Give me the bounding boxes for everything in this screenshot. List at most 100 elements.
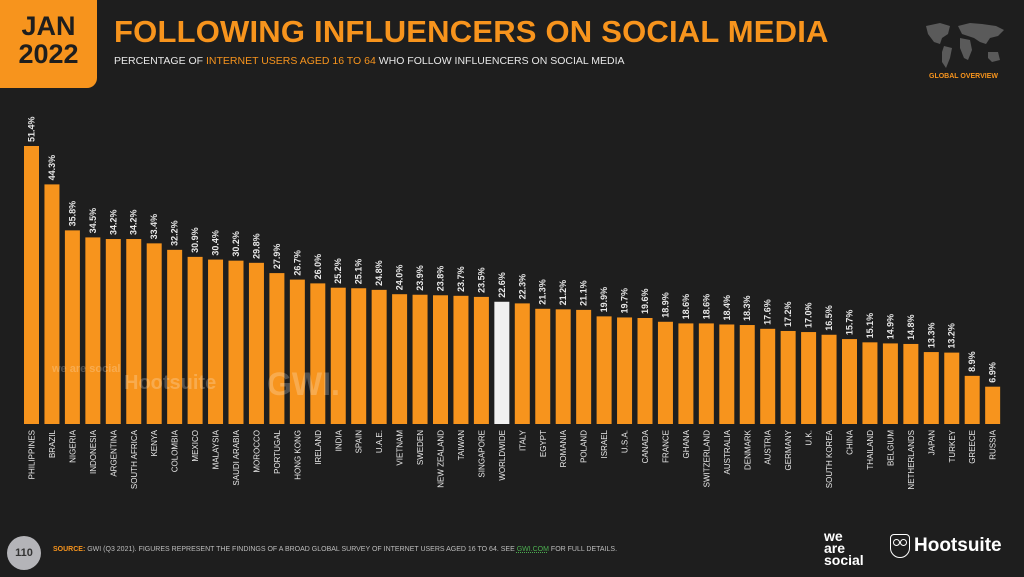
category-label: POLAND	[580, 430, 589, 463]
value-label: 30.4%	[211, 230, 221, 256]
page-title: FOLLOWING INFLUENCERS ON SOCIAL MEDIA	[114, 14, 829, 49]
bar-colombia	[167, 249, 183, 424]
value-label: 13.2%	[947, 323, 957, 349]
subtitle-post: WHO FOLLOW INFLUENCERS ON SOCIAL MEDIA	[375, 55, 625, 67]
category-label: COLOMBIA	[171, 429, 180, 472]
category-label: SWITZERLAND	[702, 430, 711, 488]
category-label: INDONESIA	[89, 429, 98, 474]
bar-australia	[719, 324, 735, 424]
watermark-hootsuite: Hootsuite	[124, 372, 217, 394]
category-label: JAPAN	[927, 430, 936, 455]
value-label: 25.1%	[354, 259, 364, 285]
value-label: 13.3%	[926, 323, 936, 349]
value-label: 21.1%	[579, 280, 589, 306]
bar-philippines	[24, 146, 39, 424]
value-label: 17.6%	[763, 299, 773, 325]
bar-switzerland	[698, 323, 714, 424]
hootsuite-logo: Hootsuite	[890, 534, 1002, 558]
subtitle-pre: PERCENTAGE OF	[114, 55, 206, 67]
category-label: MOROCCO	[252, 430, 261, 473]
value-label: 33.4%	[149, 214, 159, 240]
category-label: RUSSIA	[989, 429, 998, 459]
category-label: SOUTH AFRICA	[130, 429, 139, 489]
bar-u-k-	[801, 332, 817, 424]
bar-russia	[985, 386, 1001, 424]
category-label: DENMARK	[743, 429, 752, 470]
world-map-icon	[926, 23, 1004, 68]
value-label: 23.5%	[476, 267, 486, 293]
value-label: 44.3%	[47, 155, 57, 181]
bar-canada	[637, 317, 653, 424]
category-label: ROMANIA	[559, 429, 568, 467]
category-label: ISRAEL	[600, 429, 609, 458]
category-label: CHINA	[846, 429, 855, 455]
category-label: ARGENTINA	[109, 429, 118, 476]
bar-singapore	[473, 296, 489, 424]
bar-germany	[780, 330, 796, 424]
bar-poland	[576, 309, 592, 424]
category-label: SOUTH KOREA	[825, 429, 834, 488]
category-label: INDIA	[334, 429, 343, 451]
bar-south-korea	[821, 334, 837, 424]
category-label: THAILAND	[866, 430, 875, 470]
bar-greece	[964, 375, 980, 424]
bar-new-zealand	[433, 295, 448, 424]
category-label: NETHERLANDS	[907, 430, 916, 490]
bar-vietnam	[392, 294, 408, 424]
bar-india	[330, 287, 346, 424]
category-label: IRELAND	[314, 430, 323, 465]
category-label: NIGERIA	[68, 429, 77, 463]
bar-nigeria	[64, 230, 80, 424]
category-label: PHILIPPINES	[28, 430, 37, 479]
logo-are: are	[824, 540, 846, 556]
value-label: 19.9%	[599, 287, 609, 313]
value-label: 22.3%	[517, 274, 527, 300]
category-label: NEW ZEALAND	[437, 430, 446, 488]
bar-romania	[555, 309, 571, 424]
bar-denmark	[739, 325, 755, 424]
source-link[interactable]: GWI.COM	[516, 546, 549, 553]
watermark-gwi: GWI.	[267, 366, 340, 402]
bar-belgium	[882, 343, 898, 424]
bar-portugal	[269, 273, 285, 424]
category-label: GHANA	[682, 429, 691, 458]
bar-japan	[923, 352, 939, 424]
value-label: 30.9%	[190, 227, 200, 253]
value-label: 16.5%	[824, 305, 834, 331]
bar-south-africa	[126, 239, 142, 424]
value-label: 18.4%	[722, 295, 732, 321]
source-label: SOURCE:	[53, 546, 86, 553]
source-tail: FOR FULL DETAILS.	[548, 546, 618, 553]
bar-thailand	[862, 342, 878, 424]
category-label: GREECE	[968, 430, 977, 464]
category-label: U.A.E.	[375, 430, 384, 453]
date-year: 2022	[18, 39, 79, 69]
category-label: TURKEY	[948, 429, 957, 462]
bar-spain	[351, 288, 367, 424]
category-label: ITALY	[518, 429, 527, 451]
bar-brazil	[44, 184, 60, 424]
bar-malaysia	[208, 259, 224, 424]
value-label: 18.3%	[742, 295, 752, 321]
bar-turkey	[944, 352, 960, 424]
value-label: 23.7%	[456, 266, 466, 292]
category-label: TAIWAN	[457, 430, 466, 460]
value-label: 34.5%	[88, 208, 98, 234]
value-label: 18.6%	[701, 294, 711, 320]
bar-u-a-e-	[371, 289, 387, 424]
value-label: 29.8%	[251, 233, 261, 259]
value-label: 17.2%	[783, 301, 793, 327]
section-label: GLOBAL OVERVIEW	[929, 73, 998, 80]
value-label: 8.9%	[967, 351, 977, 372]
category-label: SWEDEN	[416, 430, 425, 465]
bar-saudi-arabia	[228, 260, 244, 424]
owl-icon	[890, 534, 910, 558]
category-label: GERMANY	[784, 429, 793, 470]
bar-italy	[514, 303, 530, 424]
we-are-social-logo: we are social	[824, 529, 864, 567]
bar-worldwide	[494, 301, 510, 424]
category-label: AUSTRALIA	[723, 429, 732, 474]
logo-hootsuite: Hootsuite	[914, 535, 1002, 556]
bar-u-s-a-	[617, 317, 633, 424]
